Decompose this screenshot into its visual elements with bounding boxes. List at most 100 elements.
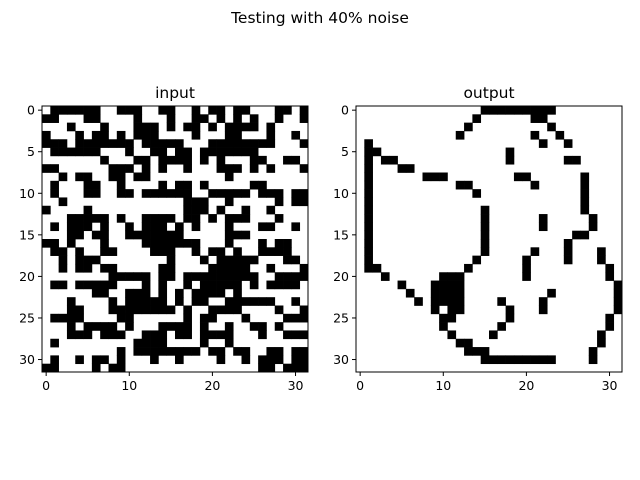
input-pixel — [83, 322, 93, 331]
input-pixel — [224, 172, 234, 182]
input-pixel — [224, 280, 234, 290]
input-pixel — [208, 313, 217, 323]
output-pixel — [563, 247, 573, 256]
input-pixel — [258, 330, 267, 340]
output-pixel — [364, 139, 373, 148]
input-pixel — [166, 155, 176, 165]
input-pixel — [233, 139, 242, 148]
input-pixel — [233, 130, 242, 140]
output-pixel — [447, 272, 457, 281]
output-pixel — [439, 288, 448, 298]
input-pixel — [191, 347, 201, 356]
input-pixel — [224, 338, 234, 348]
input-pixel — [141, 297, 151, 306]
input-pixel — [258, 239, 267, 248]
input-pixel — [133, 305, 143, 315]
input-pixel — [42, 164, 51, 173]
output-pixel — [380, 272, 390, 281]
output-pixel — [455, 305, 465, 315]
input-pixel — [141, 122, 151, 132]
output-pixel — [597, 330, 606, 340]
input-pixel — [141, 305, 151, 315]
input-pixel — [91, 255, 101, 265]
input-pixel — [283, 330, 292, 340]
output-pixel — [580, 205, 590, 215]
input-pixel — [141, 338, 151, 348]
input-pixel — [166, 122, 176, 132]
input-pixel — [66, 214, 76, 223]
input-pixel — [108, 263, 118, 273]
output-pixel — [430, 288, 440, 298]
output-pixel — [364, 205, 373, 215]
input-pixel — [150, 330, 159, 340]
input-pixel — [158, 147, 168, 157]
output-xtick-label: 20 — [518, 378, 534, 393]
input-pixel — [258, 322, 267, 331]
input-pixel — [175, 322, 184, 331]
input-pixel — [116, 172, 126, 182]
output-pixel — [447, 313, 457, 323]
output-pixel — [480, 230, 490, 240]
input-pixel — [66, 239, 76, 248]
input-pixel — [108, 139, 118, 148]
input-pixel — [224, 222, 234, 232]
input-pixel — [116, 106, 126, 115]
input-pixel — [50, 139, 59, 148]
output-pixel — [530, 180, 540, 190]
input-pixel — [91, 106, 101, 115]
input-pixel — [208, 122, 217, 132]
input-pixel — [249, 297, 259, 306]
output-pixel — [505, 155, 515, 165]
output-pixel — [538, 355, 548, 365]
input-pixel — [141, 239, 151, 248]
input-pixel — [83, 180, 93, 190]
input-pixel — [50, 114, 59, 123]
input-pixel — [158, 239, 168, 248]
input-pixel — [141, 330, 151, 340]
input-pixel — [141, 214, 151, 223]
input-pixel — [233, 189, 242, 198]
output-pixel — [364, 155, 373, 165]
input-pixel — [241, 214, 251, 223]
input-pixel — [75, 230, 84, 240]
input-pixel — [241, 189, 251, 198]
input-pixel — [150, 147, 159, 157]
input-pixel — [83, 222, 93, 232]
input-pixel — [141, 230, 151, 240]
input-pixel — [274, 347, 284, 356]
input-pixel — [83, 114, 93, 123]
input-pixel — [241, 255, 251, 265]
input-pixel — [100, 130, 109, 140]
input-pixel — [158, 247, 168, 256]
input-pixel — [166, 139, 176, 148]
input-pixel — [216, 355, 226, 365]
input-pixel — [133, 106, 143, 115]
input-pixel — [83, 147, 93, 157]
input-pixel — [299, 272, 309, 281]
output-pixel — [530, 247, 540, 256]
input-pixel — [283, 247, 292, 256]
input-pixel — [224, 214, 234, 223]
input-pixel — [291, 330, 301, 340]
input-pixel — [75, 222, 84, 232]
output-pixel — [397, 280, 407, 290]
input-pixel — [100, 280, 109, 290]
input-pixel — [199, 155, 209, 165]
input-pixel — [50, 106, 59, 115]
input-pixel — [224, 239, 234, 248]
input-pixel — [216, 106, 226, 115]
input-pixel — [241, 205, 251, 215]
input-pixel — [50, 355, 59, 365]
input-pixel — [175, 139, 184, 148]
output-pixel — [505, 313, 515, 323]
input-pixel — [216, 247, 226, 256]
output-pixel — [538, 114, 548, 123]
input-panel: input 0 10 20 30 0 5 10 15 20 25 30 — [19, 84, 309, 393]
input-pixel — [224, 305, 234, 315]
output-pixel — [480, 239, 490, 248]
input-pixel — [50, 189, 59, 198]
output-pixel — [605, 263, 615, 273]
input-pixel — [158, 347, 168, 356]
input-pixel — [266, 280, 276, 290]
input-pixel — [249, 272, 259, 281]
